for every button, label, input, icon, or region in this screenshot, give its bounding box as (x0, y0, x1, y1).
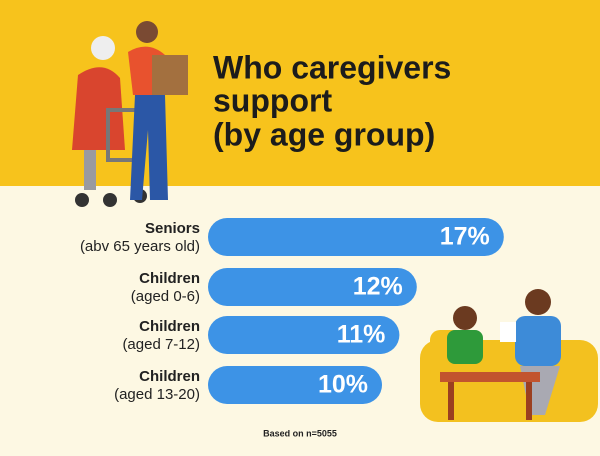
category-label: Children (139, 270, 200, 287)
illustration-children (420, 289, 598, 422)
chart-title: (by age group) (213, 116, 435, 152)
category-label: Children (139, 368, 200, 385)
bar (208, 218, 504, 256)
value-label: 11% (337, 321, 386, 349)
category-label: Children (139, 318, 200, 335)
illustration-seniors (72, 21, 188, 207)
category-detail: (abv 65 years old) (80, 238, 200, 255)
value-label: 17% (440, 223, 490, 251)
value-label: 12% (353, 273, 403, 301)
chart-title: support (213, 82, 332, 118)
bar (208, 268, 417, 306)
value-label: 10% (318, 371, 368, 399)
bar (208, 366, 382, 404)
category-detail: (aged 0-6) (131, 288, 200, 305)
bar (208, 316, 400, 354)
footnote: Based on n=5055 (263, 428, 337, 438)
category-detail: (aged 7-12) (122, 336, 200, 353)
category-label: Seniors (145, 220, 200, 237)
chart-title: Who caregivers (213, 49, 451, 85)
category-detail: (aged 13-20) (114, 386, 200, 403)
